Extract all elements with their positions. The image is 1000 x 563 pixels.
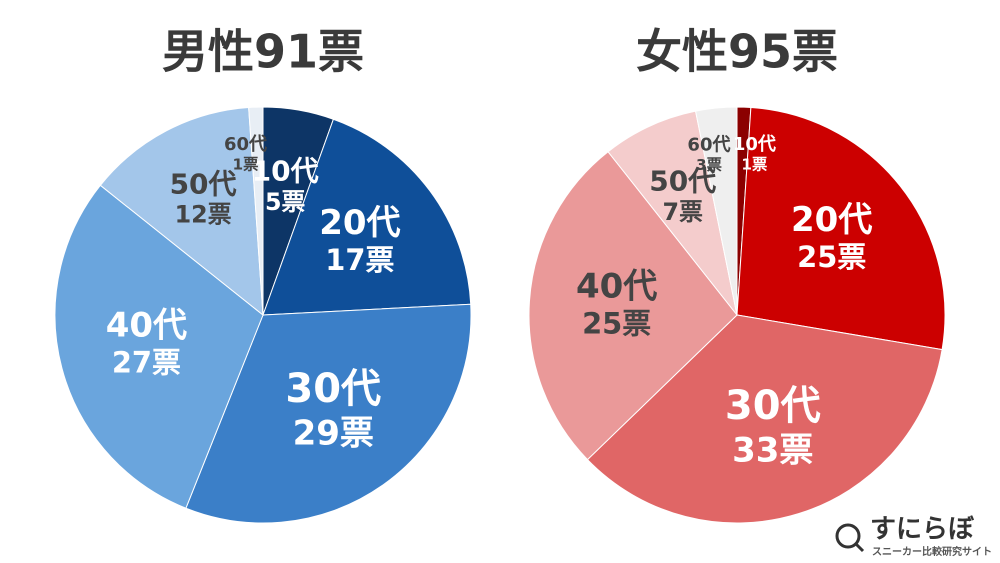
pie-slice [262, 118, 472, 316]
pie-slice [694, 106, 738, 316]
pie-slice [528, 151, 738, 461]
slice-value-label: 25票 [582, 307, 651, 341]
slice-value-label: 27票 [112, 346, 181, 380]
slice-value-label: 5票 [265, 188, 306, 216]
slice-value-label: 12票 [175, 201, 232, 229]
slice-category: 20代 [791, 200, 872, 240]
pie-slice [736, 106, 946, 351]
slice-value-label: 7票 [663, 198, 704, 226]
pie-slice [54, 184, 264, 509]
slice-category: 20代 [319, 203, 400, 243]
slice-value-label: 1票 [741, 155, 767, 173]
logo: すにらぼ スニーカー比較研究サイト [835, 515, 992, 558]
slice-category: 60代 [224, 134, 267, 155]
slice-category: 40代 [106, 306, 187, 346]
slice-value-label: 29票 [293, 414, 374, 454]
chart-title: 男性91票 [162, 25, 364, 79]
pie-slice [99, 106, 264, 317]
slice-value-label: 25票 [797, 240, 866, 274]
slice-category: 10代 [733, 134, 776, 155]
logo-tagline: スニーカー比較研究サイト [872, 545, 992, 558]
slice-category: 30代 [725, 383, 821, 429]
slice-category: 60代 [687, 135, 730, 156]
pie-slice [248, 106, 264, 316]
slice-value-label: 1票 [232, 155, 258, 173]
pie-slice [607, 110, 738, 316]
pie-slice [586, 314, 943, 524]
logo-icon [854, 542, 865, 553]
slice-category: 40代 [576, 267, 657, 307]
slice-value-label: 17票 [325, 243, 394, 277]
chart-title: 女性95票 [636, 25, 838, 79]
slice-category: 50代 [170, 167, 237, 200]
pie-slice [185, 303, 472, 524]
slice-category: 10代 [252, 155, 319, 188]
logo-name: すにらぼ [870, 515, 975, 545]
slice-category: 50代 [649, 165, 716, 198]
slice-value-label: 3票 [696, 156, 722, 174]
slice-category: 30代 [285, 366, 381, 412]
slice-value-label: 33票 [732, 431, 813, 471]
logo-icon [835, 523, 861, 549]
